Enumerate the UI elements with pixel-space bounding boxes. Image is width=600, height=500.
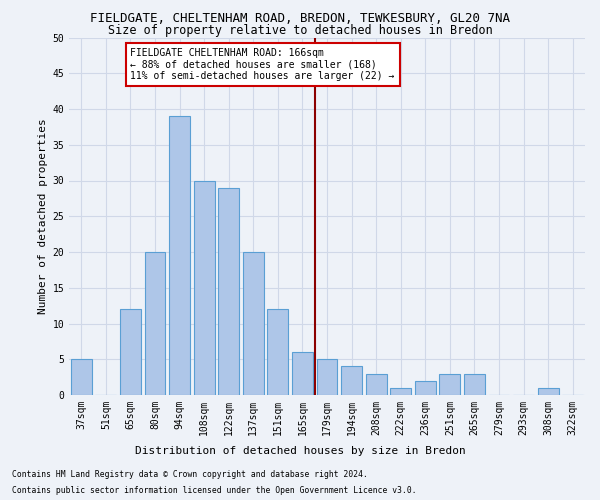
Bar <box>439 374 460 395</box>
Text: FIELDGATE, CHELTENHAM ROAD, BREDON, TEWKESBURY, GL20 7NA: FIELDGATE, CHELTENHAM ROAD, BREDON, TEWK… <box>90 12 510 26</box>
Bar <box>415 380 436 395</box>
Bar <box>71 359 92 395</box>
Bar <box>390 388 411 395</box>
Text: Size of property relative to detached houses in Bredon: Size of property relative to detached ho… <box>107 24 493 37</box>
Bar <box>169 116 190 395</box>
Bar <box>268 309 289 395</box>
Bar <box>464 374 485 395</box>
Bar <box>292 352 313 395</box>
Bar <box>365 374 386 395</box>
Bar <box>341 366 362 395</box>
Bar <box>145 252 166 395</box>
Bar <box>538 388 559 395</box>
Text: Contains public sector information licensed under the Open Government Licence v3: Contains public sector information licen… <box>12 486 416 495</box>
Bar <box>317 359 337 395</box>
Bar <box>218 188 239 395</box>
Bar <box>120 309 141 395</box>
Bar <box>194 180 215 395</box>
Text: Contains HM Land Registry data © Crown copyright and database right 2024.: Contains HM Land Registry data © Crown c… <box>12 470 368 479</box>
Text: Distribution of detached houses by size in Bredon: Distribution of detached houses by size … <box>134 446 466 456</box>
Bar <box>243 252 264 395</box>
Text: FIELDGATE CHELTENHAM ROAD: 166sqm
← 88% of detached houses are smaller (168)
11%: FIELDGATE CHELTENHAM ROAD: 166sqm ← 88% … <box>130 48 395 82</box>
Y-axis label: Number of detached properties: Number of detached properties <box>38 118 48 314</box>
